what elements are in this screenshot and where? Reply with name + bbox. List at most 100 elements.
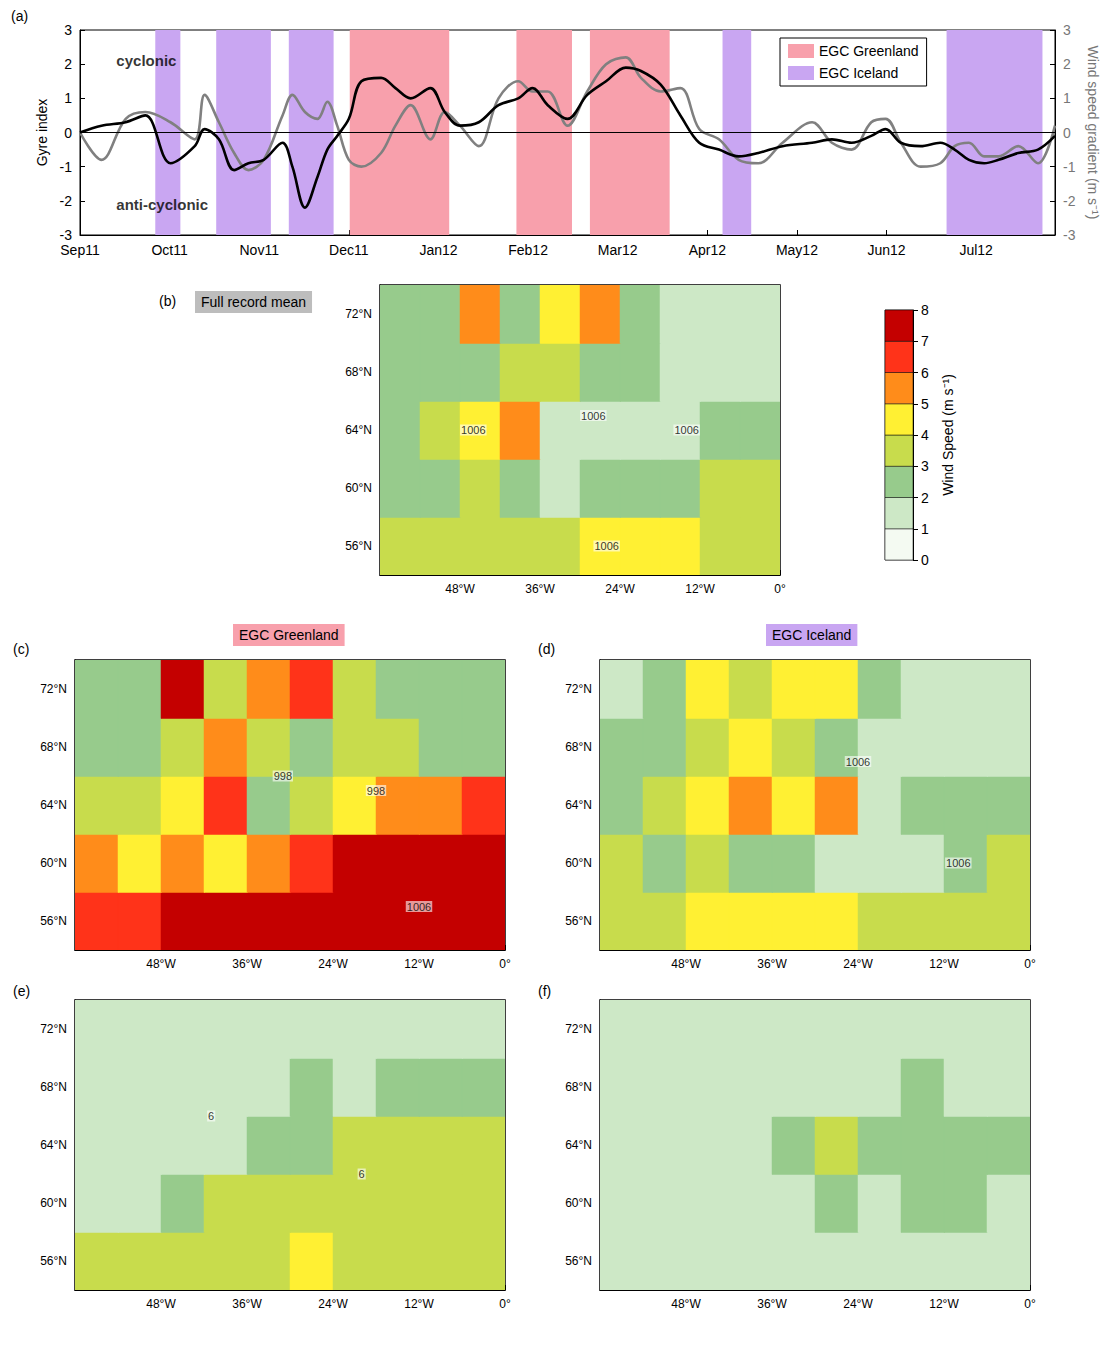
svg-text:EGC Greenland: EGC Greenland xyxy=(819,43,919,59)
svg-text:2: 2 xyxy=(921,490,929,506)
svg-text:56°N: 56°N xyxy=(565,1254,592,1268)
svg-text:60°N: 60°N xyxy=(345,481,372,495)
svg-text:68°N: 68°N xyxy=(565,740,592,754)
svg-text:68°N: 68°N xyxy=(345,365,372,379)
svg-text:1006: 1006 xyxy=(461,424,485,436)
svg-text:Feb12: Feb12 xyxy=(508,242,548,258)
svg-text:64°N: 64°N xyxy=(40,798,67,812)
svg-text:7: 7 xyxy=(921,333,929,349)
svg-text:May12: May12 xyxy=(776,242,818,258)
svg-text:0: 0 xyxy=(1063,125,1071,141)
svg-text:cyclonic: cyclonic xyxy=(116,52,176,69)
svg-text:1: 1 xyxy=(1063,90,1071,106)
svg-text:(f): (f) xyxy=(538,983,551,999)
svg-text:Wind Speed (m s⁻¹): Wind Speed (m s⁻¹) xyxy=(940,374,956,496)
svg-text:Jun12: Jun12 xyxy=(867,242,905,258)
svg-text:0: 0 xyxy=(64,125,72,141)
svg-text:72°N: 72°N xyxy=(565,682,592,696)
svg-text:0°: 0° xyxy=(499,1297,511,1311)
svg-text:0°: 0° xyxy=(499,957,511,971)
svg-text:0: 0 xyxy=(921,552,929,568)
svg-text:60°N: 60°N xyxy=(565,1196,592,1210)
svg-text:56°N: 56°N xyxy=(40,914,67,928)
svg-text:36°W: 36°W xyxy=(232,957,262,971)
svg-text:24°W: 24°W xyxy=(843,1297,873,1311)
svg-text:68°N: 68°N xyxy=(565,1080,592,1094)
svg-text:60°N: 60°N xyxy=(565,856,592,870)
svg-text:Jan12: Jan12 xyxy=(419,242,457,258)
svg-text:Wind speed gradient (m s⁻¹): Wind speed gradient (m s⁻¹) xyxy=(1085,46,1101,220)
svg-text:1006: 1006 xyxy=(846,756,870,768)
svg-text:60°N: 60°N xyxy=(40,856,67,870)
svg-text:6: 6 xyxy=(921,365,929,381)
svg-text:(b): (b) xyxy=(159,293,176,309)
svg-text:(a): (a) xyxy=(11,8,28,24)
svg-text:12°W: 12°W xyxy=(404,1297,434,1311)
svg-text:36°W: 36°W xyxy=(232,1297,262,1311)
svg-text:-2: -2 xyxy=(60,193,73,209)
svg-text:1: 1 xyxy=(64,90,72,106)
svg-text:1006: 1006 xyxy=(946,857,970,869)
svg-text:1006: 1006 xyxy=(674,424,698,436)
svg-text:48°W: 48°W xyxy=(146,1297,176,1311)
svg-text:Full record mean: Full record mean xyxy=(201,294,306,310)
svg-text:Jul12: Jul12 xyxy=(959,242,993,258)
svg-text:24°W: 24°W xyxy=(318,957,348,971)
svg-text:6: 6 xyxy=(359,1168,365,1180)
svg-text:3: 3 xyxy=(64,22,72,38)
svg-text:56°N: 56°N xyxy=(345,539,372,553)
svg-text:48°W: 48°W xyxy=(146,957,176,971)
svg-text:48°W: 48°W xyxy=(445,582,475,596)
svg-text:2: 2 xyxy=(1063,56,1071,72)
svg-text:6: 6 xyxy=(208,1110,214,1122)
svg-text:-2: -2 xyxy=(1063,193,1076,209)
svg-text:1006: 1006 xyxy=(407,901,431,913)
svg-text:Sep11: Sep11 xyxy=(60,242,100,258)
svg-text:0°: 0° xyxy=(1024,957,1036,971)
svg-text:68°N: 68°N xyxy=(40,1080,67,1094)
svg-text:anti-cyclonic: anti-cyclonic xyxy=(116,196,208,213)
svg-text:Nov11: Nov11 xyxy=(240,242,280,258)
svg-text:-1: -1 xyxy=(60,159,73,175)
svg-text:1: 1 xyxy=(921,521,929,537)
svg-text:36°W: 36°W xyxy=(525,582,555,596)
svg-text:64°N: 64°N xyxy=(565,1138,592,1152)
svg-text:48°W: 48°W xyxy=(671,1297,701,1311)
svg-text:12°W: 12°W xyxy=(685,582,715,596)
svg-text:72°N: 72°N xyxy=(40,1022,67,1036)
svg-text:36°W: 36°W xyxy=(757,1297,787,1311)
svg-text:EGC Iceland: EGC Iceland xyxy=(819,65,898,81)
svg-text:12°W: 12°W xyxy=(929,1297,959,1311)
svg-text:12°W: 12°W xyxy=(404,957,434,971)
svg-text:1006: 1006 xyxy=(581,410,605,422)
svg-text:(c): (c) xyxy=(13,641,29,657)
svg-text:36°W: 36°W xyxy=(757,957,787,971)
svg-text:998: 998 xyxy=(367,785,385,797)
svg-text:2: 2 xyxy=(64,56,72,72)
svg-text:60°N: 60°N xyxy=(40,1196,67,1210)
svg-text:64°N: 64°N xyxy=(345,423,372,437)
svg-text:0°: 0° xyxy=(774,582,786,596)
svg-text:64°N: 64°N xyxy=(565,798,592,812)
svg-text:Dec11: Dec11 xyxy=(329,242,369,258)
svg-text:72°N: 72°N xyxy=(40,682,67,696)
svg-text:-3: -3 xyxy=(1063,227,1076,243)
svg-text:24°W: 24°W xyxy=(843,957,873,971)
svg-text:56°N: 56°N xyxy=(565,914,592,928)
svg-text:Gyre index: Gyre index xyxy=(34,99,50,167)
svg-text:5: 5 xyxy=(921,396,929,412)
svg-text:998: 998 xyxy=(274,770,292,782)
svg-text:12°W: 12°W xyxy=(929,957,959,971)
svg-text:(e): (e) xyxy=(13,983,30,999)
svg-text:-1: -1 xyxy=(1063,159,1076,175)
svg-text:8: 8 xyxy=(921,302,929,318)
svg-text:Mar12: Mar12 xyxy=(598,242,638,258)
svg-text:0°: 0° xyxy=(1024,1297,1036,1311)
svg-text:(d): (d) xyxy=(538,641,555,657)
svg-text:-3: -3 xyxy=(60,227,73,243)
svg-text:3: 3 xyxy=(1063,22,1071,38)
svg-text:48°W: 48°W xyxy=(671,957,701,971)
svg-text:64°N: 64°N xyxy=(40,1138,67,1152)
svg-text:24°W: 24°W xyxy=(318,1297,348,1311)
svg-text:Apr12: Apr12 xyxy=(689,242,727,258)
